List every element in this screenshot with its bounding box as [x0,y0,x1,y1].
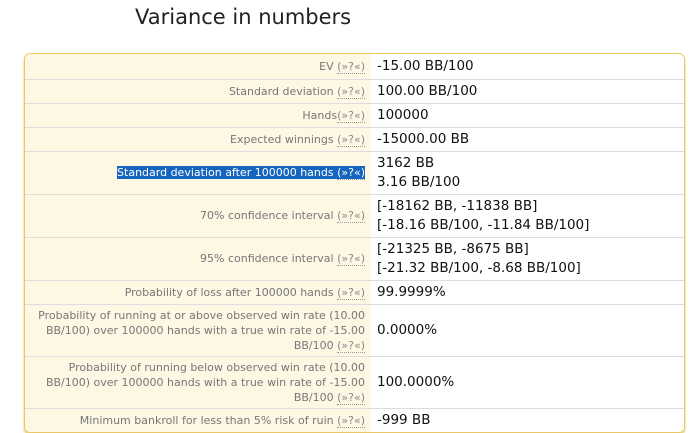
table-row: EV (»?«) -15.00 BB/100 [25,54,684,80]
row-label: Minimum bankroll for less than 5% risk o… [25,408,371,432]
value-text: -15000.00 BB [377,130,470,147]
row-value: 0.0000% [371,304,684,357]
table-row: Standard deviation after 100000 hands (»… [25,151,684,195]
value-text: [-18162 BB, -11838 BB] [377,197,538,214]
value-text: 100000 [377,106,429,123]
help-link[interactable]: (»?«) [337,390,365,405]
help-link[interactable]: (»?«) [337,132,365,147]
label-text: EV [319,59,334,73]
row-label-text: Expected winnings (»?«) [230,132,365,147]
row-value: 100.0000% [371,356,684,409]
row-label-text: Standard deviation (»?«) [228,84,365,99]
help-link[interactable]: (»?«) [337,285,365,300]
row-label: EV (»?«) [25,54,371,80]
table-row: Probability of running below observed wi… [25,356,684,409]
table-row: Probability of running at or above obser… [25,304,684,357]
row-value: 100000 [371,103,684,128]
row-value: -15.00 BB/100 [371,54,684,80]
value-text: [-18.16 BB/100, -11.84 BB/100] [377,216,590,233]
value-text: 3.16 BB/100 [377,173,461,190]
value-text: [-21325 BB, -8675 BB] [377,240,529,257]
value-text: -15.00 BB/100 [377,57,474,74]
table-row: 95% confidence interval (»?«) [-21325 BB,… [25,237,684,281]
row-label: Probability of loss after 100000 hands (… [25,280,371,305]
value-text: -999 BB [377,411,431,428]
row-value: [-18162 BB, -11838 BB] [-18.16 BB/100, -1… [371,194,684,238]
variance-table: EV (»?«) -15.00 BB/100 Standard deviation … [24,53,685,433]
label-text: 70% confidence interval [200,209,334,222]
row-label-text: Probability of running below observed wi… [46,361,365,405]
row-label: Expected winnings (»?«) [25,127,371,152]
help-link[interactable]: (»?«) [337,59,365,74]
label-text: 95% confidence interval [200,252,334,265]
help-link[interactable]: (»?«) [337,252,365,266]
table-row: Minimum bankroll for less than 5% risk o… [25,408,684,432]
page-title: Variance in numbers [135,5,352,29]
table-row: Expected winnings (»?«) -15000.00 BB [25,127,684,152]
value-text: [-21.32 BB/100, -8.68 BB/100] [377,259,581,276]
row-label-text: 70% confidence interval (»?«) [200,209,365,223]
table-row: Probability of loss after 100000 hands (… [25,280,684,305]
help-link[interactable]: (»?«) [337,209,365,223]
row-label: Hands(»?«) [25,103,371,128]
row-value: 99.9999% [371,280,684,305]
row-label: Probability of running below observed wi… [25,356,371,409]
value-text: 100.00 BB/100 [377,82,478,99]
help-link[interactable]: (»?«) [337,338,365,353]
row-label: Probability of running at or above obser… [25,304,371,357]
row-label-text: Minimum bankroll for less than 5% risk o… [79,413,365,428]
value-text: 0.0000% [377,321,438,338]
row-label-text: Standard deviation after 100000 hands (»… [117,166,365,180]
label-text: Probability of loss after 100000 hands [124,285,334,299]
value-text: 99.9999% [377,283,446,300]
row-label-text: Hands(»?«) [302,108,365,123]
row-label: Standard deviation after 100000 hands (»… [25,151,371,195]
label-text: Probability of running at or above obser… [38,308,365,352]
value-text: 100.0000% [377,373,455,390]
row-value: 100.00 BB/100 [371,79,684,104]
row-label-text: EV (»?«) [319,59,365,74]
table-row: Hands(»?«) 100000 [25,103,684,128]
label-text: Expected winnings [230,132,334,146]
label-text: Hands [302,108,338,122]
label-text: Minimum bankroll for less than 5% risk o… [79,413,334,427]
row-value: [-21325 BB, -8675 BB] [-21.32 BB/100, -8.… [371,237,684,281]
value-text: 3162 BB [377,154,435,171]
row-label: 70% confidence interval (»?«) [25,194,371,238]
help-link[interactable]: (»?«) [337,108,365,123]
row-value: -999 BB [371,408,684,432]
row-value: 3162 BB 3.16 BB/100 [371,151,684,195]
label-text: Probability of running below observed wi… [45,360,365,404]
help-link[interactable]: (»?«) [337,166,365,180]
row-label-text: Probability of loss after 100000 hands (… [124,285,365,300]
label-text: Standard deviation after 100000 hands [117,166,334,179]
row-label-text: 95% confidence interval (»?«) [200,252,365,266]
row-label: Standard deviation (»?«) [25,79,371,104]
table-row: 70% confidence interval (»?«) [-18162 BB,… [25,194,684,238]
label-text: Standard deviation [228,84,334,98]
table-row: Standard deviation (»?«) 100.00 BB/100 [25,79,684,104]
help-link[interactable]: (»?«) [337,84,365,99]
row-label-text: Probability of running at or above obser… [38,309,365,353]
row-label: 95% confidence interval (»?«) [25,237,371,281]
row-value: -15000.00 BB [371,127,684,152]
help-link[interactable]: (»?«) [337,413,365,428]
